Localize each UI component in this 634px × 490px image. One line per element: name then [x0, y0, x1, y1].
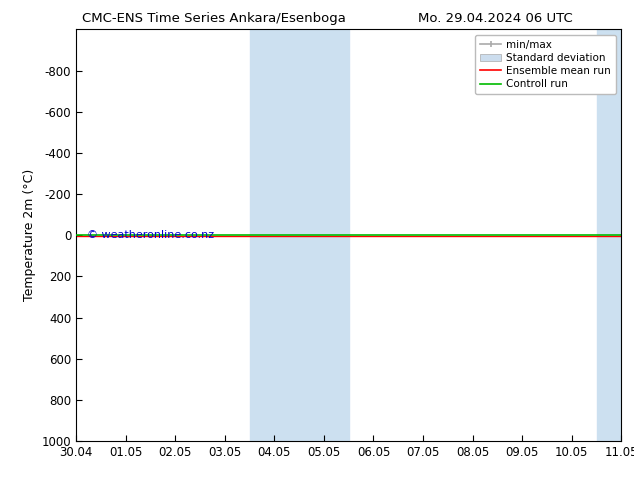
Bar	[250, 29, 349, 441]
Bar	[597, 29, 621, 441]
Text: Mo. 29.04.2024 06 UTC: Mo. 29.04.2024 06 UTC	[418, 12, 573, 25]
Text: © weatheronline.co.nz: © weatheronline.co.nz	[87, 230, 214, 240]
Y-axis label: Temperature 2m (°C): Temperature 2m (°C)	[23, 169, 36, 301]
Legend: min/max, Standard deviation, Ensemble mean run, Controll run: min/max, Standard deviation, Ensemble me…	[475, 35, 616, 95]
Text: CMC-ENS Time Series Ankara/Esenboga: CMC-ENS Time Series Ankara/Esenboga	[82, 12, 346, 25]
